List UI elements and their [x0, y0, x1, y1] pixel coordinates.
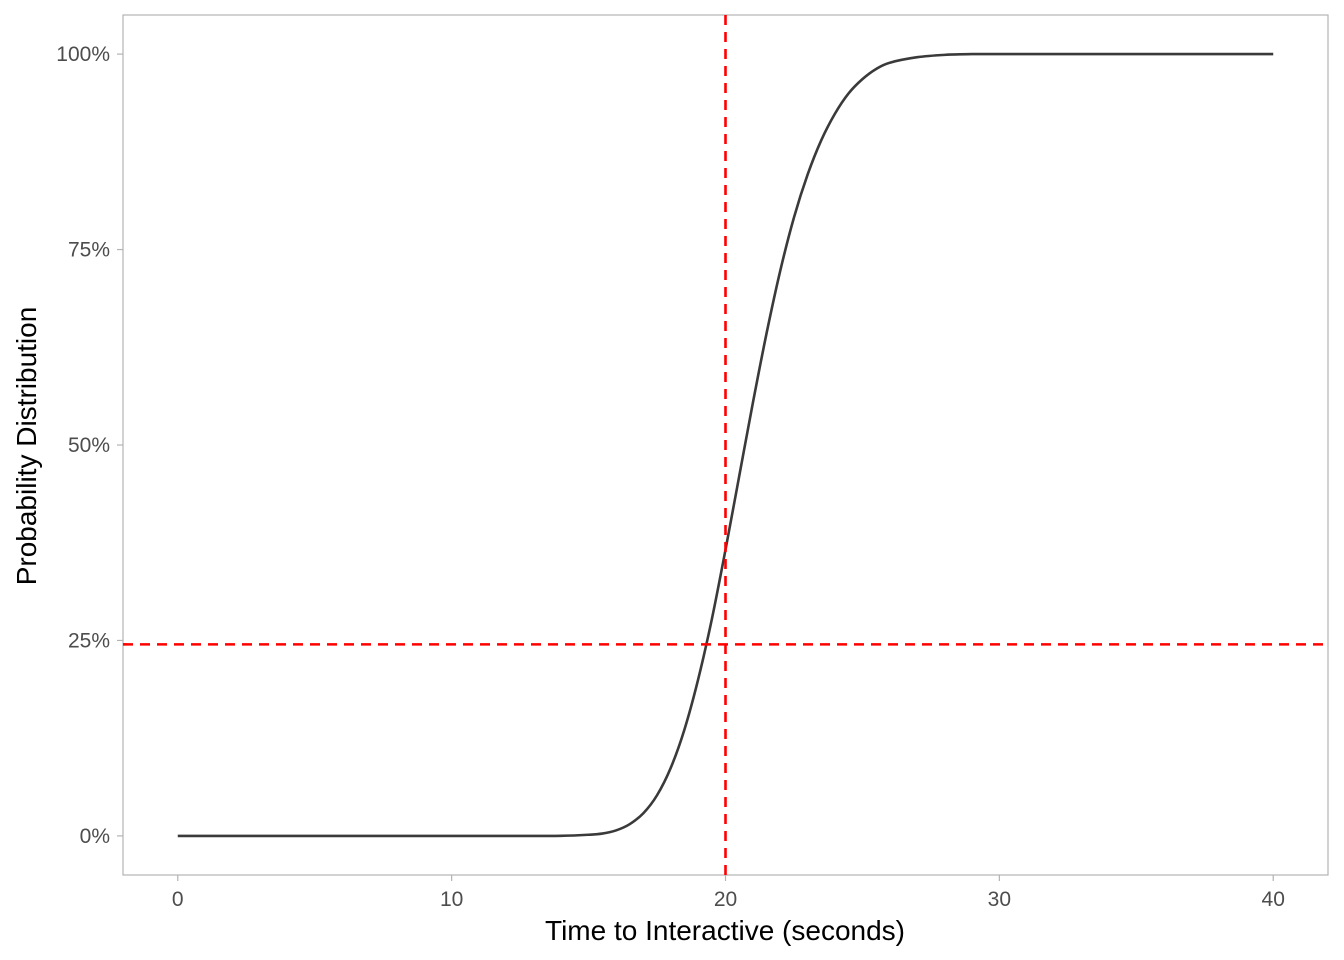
y-tick-label: 100% — [56, 43, 110, 66]
y-tick-label: 50% — [68, 434, 110, 457]
x-tick-label: 20 — [714, 888, 737, 911]
y-axis: 0% 25% 50% 75% 100% — [56, 43, 123, 848]
x-tick-label: 0 — [172, 888, 184, 911]
x-tick-label: 30 — [988, 888, 1011, 911]
cdf-line — [177, 52, 1274, 838]
plot-area — [123, 15, 1328, 875]
y-axis-title: Probability Distribution — [11, 307, 42, 586]
x-tick-label: 10 — [440, 888, 463, 911]
y-tick-label: 0% — [80, 825, 110, 848]
y-tick-label: 75% — [68, 239, 110, 262]
x-axis-title: Time to Interactive (seconds) — [545, 915, 905, 946]
x-axis: 0 10 20 30 40 — [172, 875, 1285, 911]
y-tick-label: 25% — [68, 629, 110, 652]
x-tick-label: 40 — [1262, 888, 1285, 911]
